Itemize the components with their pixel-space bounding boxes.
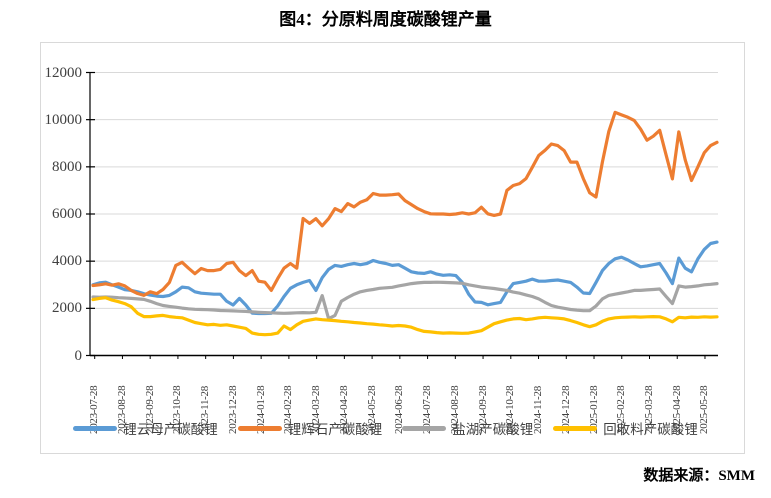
legend-label: 锂云母产碳酸锂 (123, 422, 218, 437)
y-axis-tick-label: 8000 (52, 158, 82, 175)
chart-legend: 锂云母产碳酸锂 锂辉石产碳酸锂 盐湖产碳酸锂 回收料产碳酸锂 (0, 418, 771, 438)
y-axis-tick-label: 6000 (52, 206, 82, 222)
chart-title: 图4：分原料周度碳酸锂产量 (279, 10, 492, 29)
y-axis-tick-label: 12000 (44, 64, 83, 81)
series-line-回收料产碳酸锂 (91, 296, 719, 337)
y-axis-tick-label: 10000 (44, 111, 83, 128)
legend-line-swatch (402, 425, 447, 431)
y-axis-tick-label: 2000 (52, 300, 82, 317)
legend-item-2: 锂辉石产碳酸锂 (237, 418, 383, 438)
legend-item-1: 锂云母产碳酸锂 (73, 418, 218, 438)
legend-item-4: 回收料产碳酸锂 (553, 418, 698, 438)
series-line-盐湖产碳酸锂 (91, 280, 719, 321)
legend-item-3: 盐湖产碳酸锂 (402, 418, 533, 438)
legend-line-swatch (237, 425, 282, 431)
chart-plot-area (40, 42, 745, 454)
legend-line-swatch (553, 425, 598, 431)
y-axis-tick-label: 0 (74, 347, 83, 364)
legend-label: 锂辉石产碳酸锂 (287, 422, 383, 437)
y-axis-tick-label: 4000 (52, 253, 82, 270)
series-line-锂云母产碳酸锂 (91, 240, 719, 316)
series-line-锂辉石产碳酸锂 (91, 110, 719, 297)
legend-label: 盐湖产碳酸锂 (452, 422, 534, 437)
legend-line-swatch (73, 425, 118, 431)
legend-label: 回收料产碳酸锂 (603, 422, 698, 437)
data-source-note: 数据来源：SMM (643, 468, 755, 484)
